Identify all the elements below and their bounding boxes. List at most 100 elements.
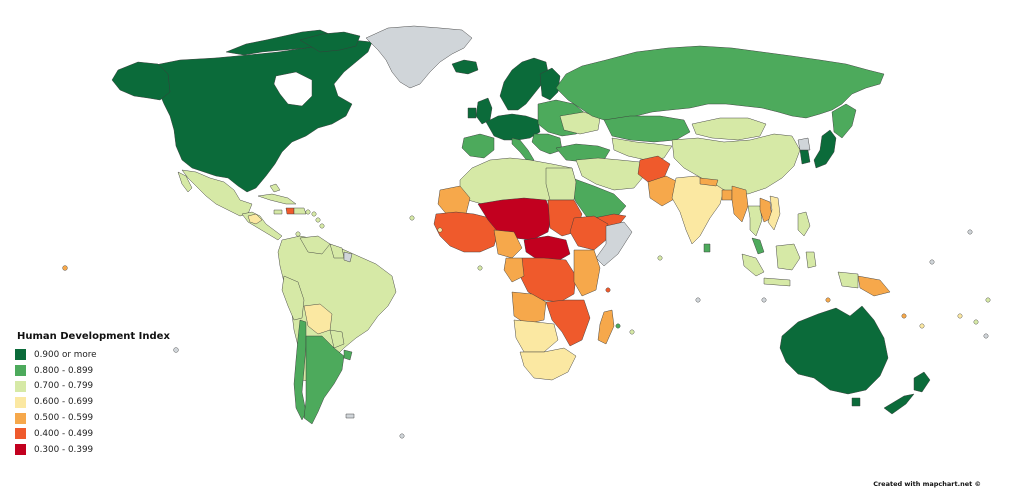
sulawesi bbox=[805, 251, 817, 269]
bahamas bbox=[269, 183, 281, 193]
island-marker bbox=[399, 433, 405, 439]
legend-label: 0.900 or more bbox=[34, 349, 97, 360]
sahel-very-low bbox=[477, 197, 553, 241]
credit-text: Created with mapchart.net © bbox=[873, 480, 981, 488]
island-marker bbox=[957, 313, 963, 319]
zambia-mozambique bbox=[545, 299, 591, 347]
angola bbox=[511, 291, 547, 325]
tasmania bbox=[851, 397, 861, 407]
borneo bbox=[775, 243, 801, 271]
legend-item: 0.700 - 0.799 bbox=[15, 379, 175, 395]
kazakhstan bbox=[603, 115, 691, 143]
legend-item: 0.400 - 0.499 bbox=[15, 426, 175, 442]
legend-rows: 0.900 or more 0.800 - 0.899 0.700 - 0.799 0… bbox=[15, 347, 175, 458]
north-korea bbox=[797, 137, 811, 151]
baja-california bbox=[177, 171, 193, 193]
argentina bbox=[303, 335, 345, 425]
island-marker bbox=[605, 287, 611, 293]
myanmar bbox=[731, 185, 749, 223]
legend-swatch bbox=[15, 396, 26, 408]
island-marker bbox=[967, 229, 973, 235]
australia bbox=[779, 305, 889, 395]
philippines bbox=[797, 211, 811, 237]
iberia bbox=[461, 133, 495, 159]
small-islands bbox=[62, 209, 991, 439]
north-america-region bbox=[149, 39, 373, 193]
south-africa bbox=[519, 347, 577, 381]
venezuela bbox=[299, 235, 331, 255]
island-marker bbox=[825, 297, 831, 303]
legend-swatch bbox=[15, 444, 26, 456]
legend-swatch bbox=[15, 365, 26, 377]
western-europe bbox=[485, 113, 541, 141]
java bbox=[763, 277, 791, 287]
island-marker bbox=[615, 323, 621, 329]
gabon-congo bbox=[503, 257, 525, 283]
balkans bbox=[531, 133, 563, 155]
island-marker bbox=[973, 319, 979, 325]
island-marker bbox=[311, 211, 317, 217]
island-marker bbox=[629, 329, 635, 335]
central-african-republic bbox=[523, 235, 571, 263]
legend-item: 0.600 - 0.699 bbox=[15, 394, 175, 410]
island-marker bbox=[761, 297, 767, 303]
thailand bbox=[747, 205, 763, 237]
ukraine bbox=[559, 111, 601, 135]
falkland-islands bbox=[345, 413, 355, 419]
ireland bbox=[467, 107, 477, 119]
iceland bbox=[451, 59, 479, 75]
island-marker bbox=[173, 347, 179, 353]
island-marker bbox=[315, 217, 321, 223]
alaska bbox=[111, 61, 171, 101]
sri-lanka bbox=[703, 243, 711, 253]
island-marker bbox=[919, 323, 925, 329]
legend-label: 0.400 - 0.499 bbox=[34, 428, 94, 439]
nepal bbox=[699, 177, 719, 187]
legend-label: 0.600 - 0.699 bbox=[34, 397, 94, 408]
island-marker bbox=[437, 227, 443, 233]
namibia-botswana bbox=[513, 319, 559, 353]
island-marker bbox=[477, 265, 483, 271]
east-africa bbox=[573, 249, 601, 297]
legend-label: 0.500 - 0.599 bbox=[34, 413, 94, 424]
new-zealand-north bbox=[913, 371, 931, 393]
west-africa bbox=[433, 211, 499, 253]
malaysia bbox=[751, 237, 765, 255]
jamaica bbox=[273, 209, 283, 215]
greenland bbox=[365, 25, 473, 89]
dr-congo bbox=[519, 257, 577, 303]
haiti bbox=[285, 207, 295, 215]
island-marker bbox=[62, 265, 68, 271]
island-marker bbox=[305, 209, 311, 215]
legend-label: 0.300 - 0.399 bbox=[34, 444, 94, 455]
somalia bbox=[595, 221, 633, 267]
island-marker bbox=[319, 223, 325, 229]
guatemala-honduras bbox=[247, 213, 263, 225]
vietnam bbox=[767, 195, 781, 231]
island-marker bbox=[695, 297, 701, 303]
legend-title: Human Development Index bbox=[17, 331, 170, 342]
island-marker bbox=[409, 215, 415, 221]
new-guinea-west bbox=[837, 271, 859, 289]
island-marker bbox=[657, 255, 663, 261]
legend-swatch bbox=[15, 428, 26, 440]
legend-label: 0.800 - 0.899 bbox=[34, 365, 94, 376]
south-korea bbox=[799, 149, 811, 165]
legend-label: 0.700 - 0.799 bbox=[34, 381, 94, 392]
legend-item: 0.800 - 0.899 bbox=[15, 363, 175, 379]
peru bbox=[281, 275, 305, 321]
turkey bbox=[555, 143, 611, 163]
papua-new-guinea bbox=[857, 275, 891, 297]
baffin-island bbox=[299, 31, 361, 53]
legend-item: 0.900 or more bbox=[15, 347, 175, 363]
finland bbox=[539, 67, 561, 101]
paraguay bbox=[329, 329, 345, 349]
island-marker bbox=[929, 259, 935, 265]
legend-swatch bbox=[15, 412, 26, 424]
island-marker bbox=[901, 313, 907, 319]
india bbox=[671, 175, 725, 245]
ethiopia bbox=[569, 215, 609, 251]
legend-item: 0.500 - 0.599 bbox=[15, 410, 175, 426]
uruguay bbox=[343, 349, 353, 361]
